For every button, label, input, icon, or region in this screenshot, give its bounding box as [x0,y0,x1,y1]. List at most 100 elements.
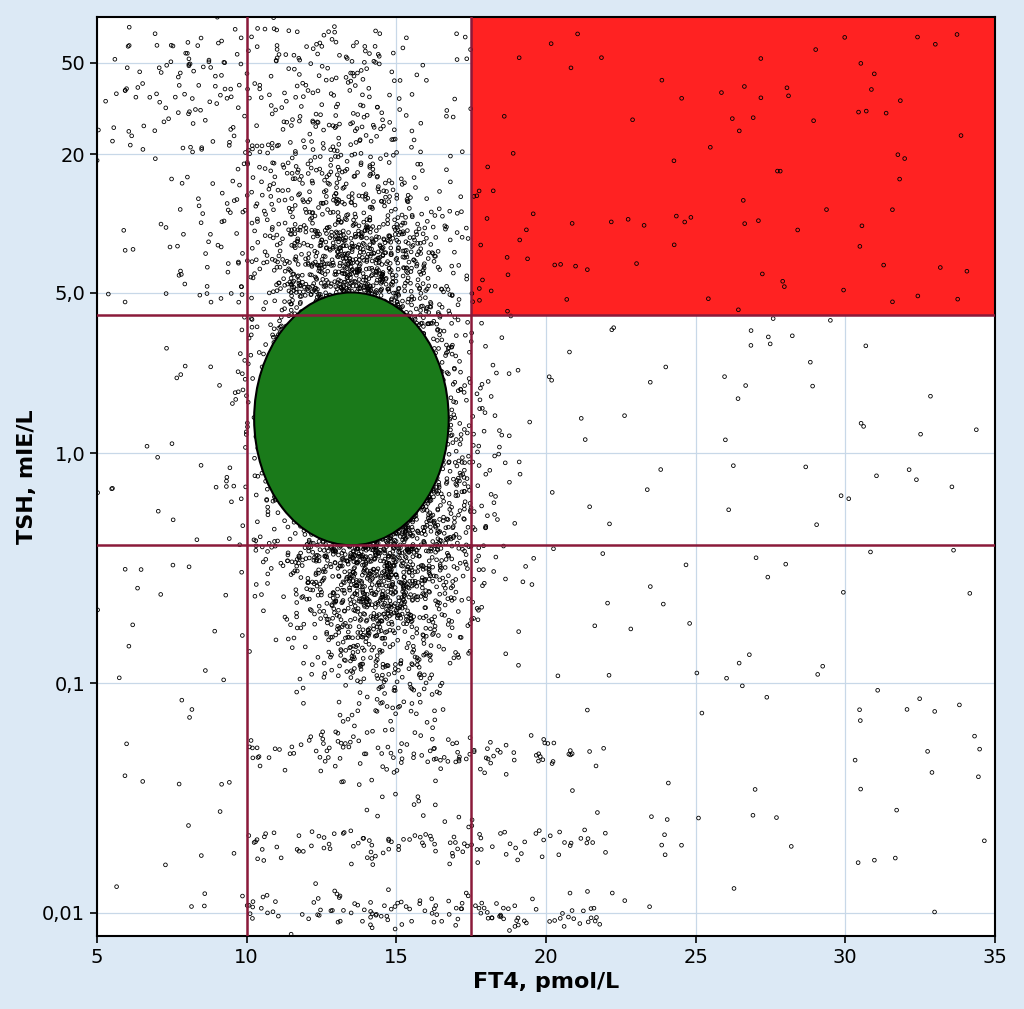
Point [394,583,411,599]
Point [441,287,458,303]
Point [321,471,337,487]
Point [230,100,247,116]
Point [382,597,398,613]
Point [348,413,365,429]
Point [423,429,439,445]
Point [314,339,331,355]
Point [321,23,337,39]
Point [310,490,327,507]
Point [717,432,733,448]
Point [352,659,369,675]
Point [418,621,434,637]
Point [653,837,670,854]
Point [376,295,392,311]
Point [356,565,373,581]
Point [312,343,329,359]
Point [354,477,371,493]
Point [366,421,382,437]
Point [116,222,132,238]
Point [400,187,417,203]
Point [421,426,437,442]
Point [263,384,280,401]
Point [306,519,323,535]
Point [393,553,410,569]
Point [462,374,478,390]
Point [342,463,358,479]
Point [340,413,356,429]
Point [332,751,348,767]
Point [312,381,329,398]
Point [410,394,426,410]
Point [432,363,449,379]
Point [165,512,181,528]
Point [369,607,385,624]
Point [397,510,414,526]
Point [390,838,407,855]
Point [404,480,421,496]
Point [544,372,560,388]
Point [358,404,375,420]
Point [311,603,328,620]
Point [349,120,366,136]
Point [371,253,387,269]
Point [380,410,396,426]
Point [395,508,412,524]
Point [554,905,570,921]
Point [397,321,414,337]
Point [410,235,426,251]
Point [291,353,307,369]
Point [333,474,349,490]
Point [418,473,434,489]
Point [395,496,412,513]
Point [383,531,399,547]
Point [433,414,450,430]
Point [338,176,354,192]
Point [368,595,384,611]
Point [326,423,342,439]
Point [447,454,464,470]
Point [420,250,436,266]
Point [395,259,412,275]
Point [275,114,292,130]
Point [383,409,399,425]
Point [426,513,442,529]
Point [347,323,364,339]
Point [232,30,249,46]
Point [351,359,368,375]
Point [398,377,415,394]
Point [315,563,332,579]
Point [197,898,213,914]
Point [268,491,285,508]
Point [443,613,460,630]
Point [456,497,472,514]
Point [400,254,417,270]
Point [370,561,386,577]
Point [316,500,333,517]
Point [380,583,396,599]
Point [308,565,325,581]
Point [341,481,357,497]
Point [388,435,404,451]
Point [382,426,398,442]
Point [381,308,397,324]
Point [354,557,371,573]
Point [384,333,400,349]
Point [404,612,421,629]
Point [316,258,333,274]
Point [355,354,372,370]
Point [336,399,352,415]
Point [308,293,325,309]
Point [330,588,346,604]
Point [242,145,258,161]
Point [364,394,380,410]
Point [340,494,356,511]
Point [314,462,331,478]
Y-axis label: TSH, mIE/L: TSH, mIE/L [16,409,37,544]
Point [364,467,380,483]
Point [315,422,332,438]
Point [151,503,167,520]
Point [400,418,417,434]
Point [361,464,378,480]
Point [305,425,322,441]
Point [288,362,304,378]
